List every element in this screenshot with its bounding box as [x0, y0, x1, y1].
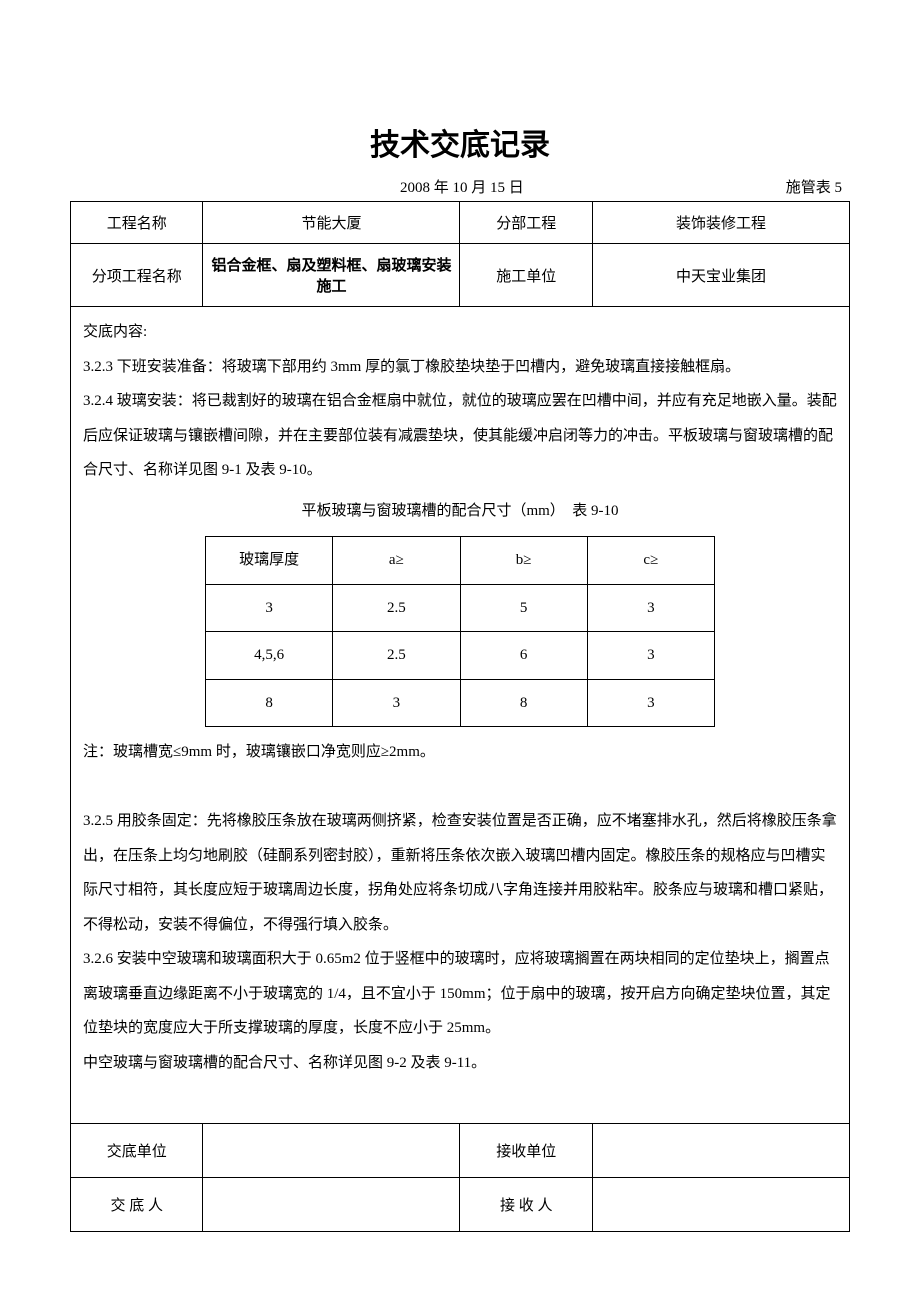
inner-table-caption: 平板玻璃与窗玻璃槽的配合尺寸（mm） 表 9-10 [83, 494, 837, 529]
inner-td-1-0: 4,5,6 [206, 632, 333, 680]
signature-row-1: 交底单位 接收单位 [71, 1123, 850, 1177]
content-cell: 交底内容: 3.2.3 下班安装准备：将玻璃下部用约 3mm 厚的氯丁橡胶垫块垫… [71, 307, 850, 1124]
inner-td-2-1: 3 [333, 679, 460, 727]
section-name: 装饰装修工程 [592, 202, 849, 244]
inner-td-2-2: 8 [460, 679, 587, 727]
unit-name: 中天宝业集团 [592, 244, 849, 307]
inner-td-0-1: 2.5 [333, 584, 460, 632]
receiver-label: 接 收 人 [460, 1177, 592, 1231]
header-row-2: 分项工程名称 铝合金框、扇及塑料框、扇玻璃安装施工 施工单位 中天宝业集团 [71, 244, 850, 307]
content-p2: 3.2.4 玻璃安装：将已裁割好的玻璃在铝合金框扇中就位，就位的玻璃应罢在凹槽中… [83, 384, 837, 488]
inner-table-row-0: 3 2.5 5 3 [206, 584, 715, 632]
content-p5: 中空玻璃与窗玻璃槽的配合尺寸、名称详见图 9-2 及表 9-11。 [83, 1046, 837, 1081]
unit-label: 施工单位 [460, 244, 592, 307]
project-name-label: 工程名称 [71, 202, 203, 244]
inner-td-2-3: 3 [587, 679, 714, 727]
receive-unit-label: 接收单位 [460, 1123, 592, 1177]
signature-row-2: 交 底 人 接 收 人 [71, 1177, 850, 1231]
inner-th-2: b≥ [460, 537, 587, 585]
receive-unit-value [592, 1123, 849, 1177]
inner-td-0-3: 3 [587, 584, 714, 632]
inner-table-row-1: 4,5,6 2.5 6 3 [206, 632, 715, 680]
issue-unit-value [203, 1123, 460, 1177]
receiver-value [592, 1177, 849, 1231]
inner-th-1: a≥ [333, 537, 460, 585]
content-p3: 3.2.5 用胶条固定：先将橡胶压条放在玻璃两侧挤紧，检查安装位置是否正确，应不… [83, 804, 837, 942]
inner-table: 玻璃厚度 a≥ b≥ c≥ 3 2.5 5 3 4,5,6 2.5 6 3 [205, 536, 715, 727]
inner-table-header-row: 玻璃厚度 a≥ b≥ c≥ [206, 537, 715, 585]
issuer-label: 交 底 人 [71, 1177, 203, 1231]
inner-table-row-2: 8 3 8 3 [206, 679, 715, 727]
inner-td-0-2: 5 [460, 584, 587, 632]
inner-td-0-0: 3 [206, 584, 333, 632]
issuer-value [203, 1177, 460, 1231]
form-number: 施管表 5 [786, 176, 842, 197]
content-note: 注：玻璃槽宽≤9mm 时，玻璃镶嵌口净宽则应≥2mm。 [83, 735, 837, 770]
content-row: 交底内容: 3.2.3 下班安装准备：将玻璃下部用约 3mm 厚的氯丁橡胶垫块垫… [71, 307, 850, 1124]
spacer [78, 176, 138, 197]
date-text: 2008 年 10 月 15 日 [138, 176, 786, 197]
header-row-1: 工程名称 节能大厦 分部工程 装饰装修工程 [71, 202, 850, 244]
content-p4: 3.2.6 安装中空玻璃和玻璃面积大于 0.65m2 位于竖框中的玻璃时，应将玻… [83, 942, 837, 1046]
subtitle-row: 2008 年 10 月 15 日 施管表 5 [70, 176, 850, 197]
inner-th-0: 玻璃厚度 [206, 537, 333, 585]
project-name: 节能大厦 [203, 202, 460, 244]
main-table: 工程名称 节能大厦 分部工程 装饰装修工程 分项工程名称 铝合金框、扇及塑料框、… [70, 201, 850, 1232]
content-p1: 3.2.3 下班安装准备：将玻璃下部用约 3mm 厚的氯丁橡胶垫块垫于凹槽内，避… [83, 350, 837, 385]
inner-td-1-2: 6 [460, 632, 587, 680]
inner-th-3: c≥ [587, 537, 714, 585]
section-label: 分部工程 [460, 202, 592, 244]
sub-project-name: 铝合金框、扇及塑料框、扇玻璃安装施工 [203, 244, 460, 307]
inner-td-1-1: 2.5 [333, 632, 460, 680]
page-title: 技术交底记录 [70, 120, 850, 164]
inner-td-1-3: 3 [587, 632, 714, 680]
issue-unit-label: 交底单位 [71, 1123, 203, 1177]
sub-project-label: 分项工程名称 [71, 244, 203, 307]
content-label: 交底内容: [83, 315, 837, 350]
inner-td-2-0: 8 [206, 679, 333, 727]
